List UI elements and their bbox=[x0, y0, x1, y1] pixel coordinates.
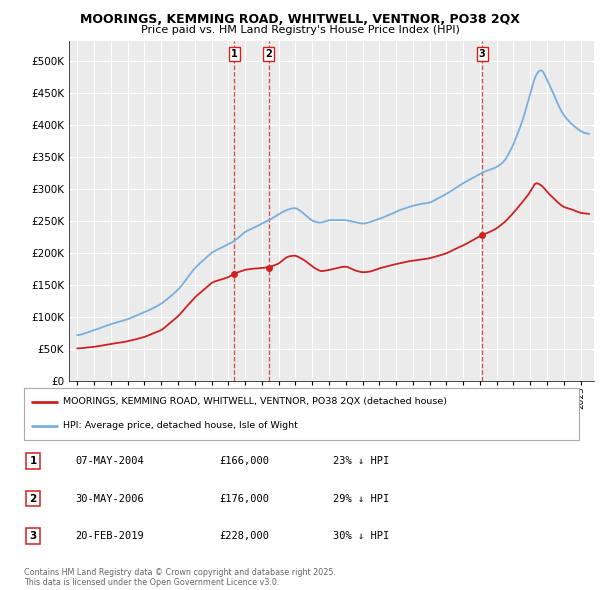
Text: MOORINGS, KEMMING ROAD, WHITWELL, VENTNOR, PO38 2QX (detached house): MOORINGS, KEMMING ROAD, WHITWELL, VENTNO… bbox=[63, 397, 447, 406]
Text: 30% ↓ HPI: 30% ↓ HPI bbox=[333, 531, 389, 540]
Text: 29% ↓ HPI: 29% ↓ HPI bbox=[333, 494, 389, 503]
Text: £228,000: £228,000 bbox=[219, 531, 269, 540]
Text: MOORINGS, KEMMING ROAD, WHITWELL, VENTNOR, PO38 2QX: MOORINGS, KEMMING ROAD, WHITWELL, VENTNO… bbox=[80, 13, 520, 26]
Text: 3: 3 bbox=[29, 531, 37, 540]
Text: 1: 1 bbox=[29, 457, 37, 466]
Text: 3: 3 bbox=[479, 49, 485, 59]
Text: 20-FEB-2019: 20-FEB-2019 bbox=[75, 531, 144, 540]
Text: 2: 2 bbox=[265, 49, 272, 59]
Text: 30-MAY-2006: 30-MAY-2006 bbox=[75, 494, 144, 503]
Text: Price paid vs. HM Land Registry's House Price Index (HPI): Price paid vs. HM Land Registry's House … bbox=[140, 25, 460, 35]
Text: 07-MAY-2004: 07-MAY-2004 bbox=[75, 457, 144, 466]
Text: 23% ↓ HPI: 23% ↓ HPI bbox=[333, 457, 389, 466]
Text: 1: 1 bbox=[231, 49, 238, 59]
Text: Contains HM Land Registry data © Crown copyright and database right 2025.
This d: Contains HM Land Registry data © Crown c… bbox=[24, 568, 336, 587]
Text: £176,000: £176,000 bbox=[219, 494, 269, 503]
Text: 2: 2 bbox=[29, 494, 37, 503]
Text: HPI: Average price, detached house, Isle of Wight: HPI: Average price, detached house, Isle… bbox=[63, 421, 298, 430]
Text: £166,000: £166,000 bbox=[219, 457, 269, 466]
